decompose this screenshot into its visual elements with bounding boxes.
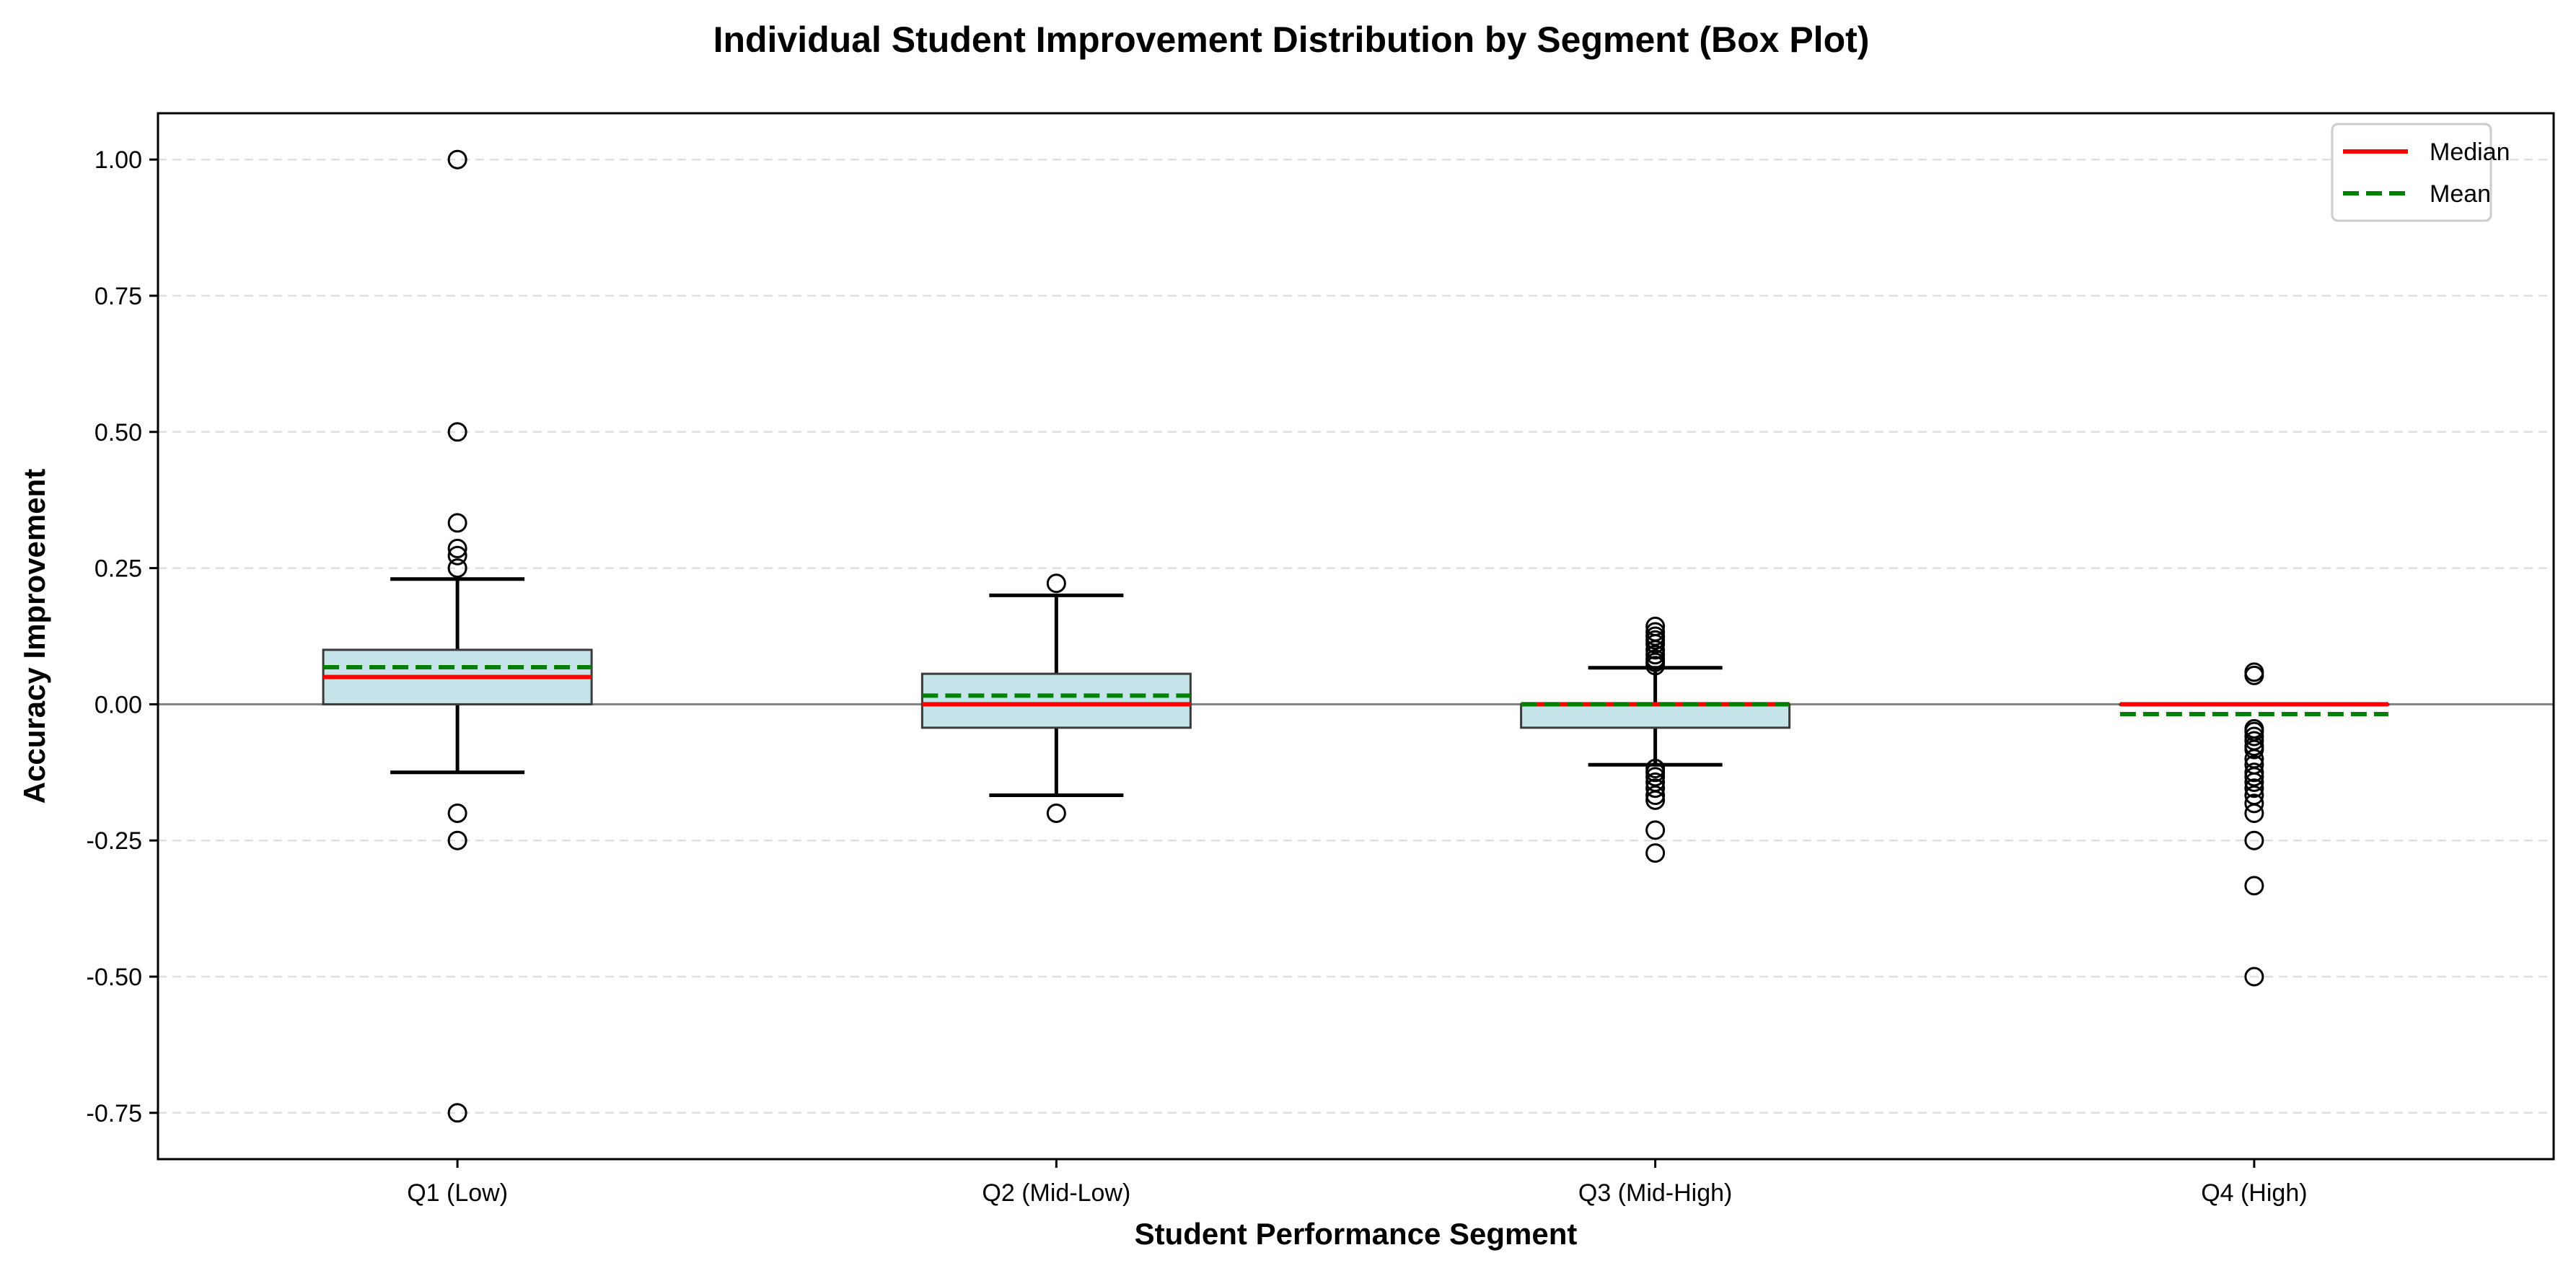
outlier-point — [447, 422, 467, 442]
outlier-point — [1645, 786, 1666, 806]
outlier-point — [2244, 772, 2264, 792]
legend-mean-label: Mean — [2430, 180, 2491, 208]
outlier-point — [1645, 778, 1666, 798]
outlier-point — [1645, 790, 1666, 810]
y-tick-label: -0.50 — [87, 964, 143, 991]
x-ticks: Q1 (Low) Q2 (Mid-Low) Q3 (Mid-High) Q4 (Hig… — [407, 1159, 2308, 1207]
outlier-point — [1645, 843, 1666, 863]
box-group — [322, 149, 593, 1123]
outlier-point — [1645, 634, 1666, 654]
outlier-point — [1046, 573, 1066, 594]
y-tick-label: 0.00 — [94, 691, 142, 718]
outlier-point — [447, 558, 467, 578]
outlier-point — [447, 545, 467, 566]
outlier-point — [447, 538, 467, 558]
outlier-point — [1645, 656, 1666, 676]
outlier-point — [1046, 803, 1066, 823]
x-tick-label: Q2 (Mid-Low) — [982, 1179, 1130, 1207]
grid-lines — [158, 158, 2554, 1114]
y-tick-label: 0.25 — [94, 555, 142, 583]
outlier-point — [2244, 739, 2264, 760]
outlier-point — [1645, 640, 1666, 660]
y-tick-label: 0.50 — [94, 419, 142, 446]
outlier-point — [2244, 793, 2264, 814]
outlier-point — [2244, 876, 2264, 896]
box-group — [2119, 662, 2390, 987]
box-iqr — [1520, 703, 1791, 729]
legend: Median Mean — [2331, 123, 2510, 222]
outlier-point — [1645, 767, 1666, 787]
y-tick-label: 1.00 — [94, 146, 142, 174]
x-tick-label: Q4 (High) — [2201, 1179, 2307, 1207]
box-iqr — [920, 672, 1192, 729]
box-group — [920, 573, 1192, 823]
y-ticks: 1.00 0.75 0.50 0.25 0.00 -0.25 -0.50 -0.75 — [87, 146, 158, 1127]
outlier-point — [447, 803, 467, 823]
y-tick-label: 0.75 — [94, 283, 142, 310]
x-axis-label: Student Performance Segment — [1135, 1217, 1578, 1251]
outlier-point — [2244, 803, 2264, 823]
y-axis-label: Accuracy Improvement — [17, 469, 51, 804]
outlier-point — [447, 1103, 467, 1123]
outlier-point — [1645, 820, 1666, 840]
y-tick-label: -0.25 — [87, 827, 143, 855]
legend-median-label: Median — [2430, 138, 2510, 166]
outlier-point — [447, 830, 467, 850]
boxes-layer — [322, 149, 2390, 1123]
outlier-point — [2244, 830, 2264, 850]
x-tick-label: Q3 (Mid-High) — [1578, 1179, 1732, 1207]
outlier-point — [2244, 778, 2264, 798]
outlier-point — [447, 513, 467, 533]
x-tick-label: Q1 (Low) — [407, 1179, 508, 1207]
outlier-point — [2244, 967, 2264, 987]
outlier-point — [2244, 665, 2264, 685]
box-group — [1520, 616, 1791, 863]
legend-frame — [2331, 123, 2492, 222]
outlier-point — [2244, 767, 2264, 787]
plot-frame — [157, 112, 2555, 1161]
chart-title: Individual Student Improvement Distribut… — [713, 19, 1870, 60]
outlier-point — [447, 149, 467, 170]
y-tick-label: -0.75 — [87, 1100, 143, 1127]
